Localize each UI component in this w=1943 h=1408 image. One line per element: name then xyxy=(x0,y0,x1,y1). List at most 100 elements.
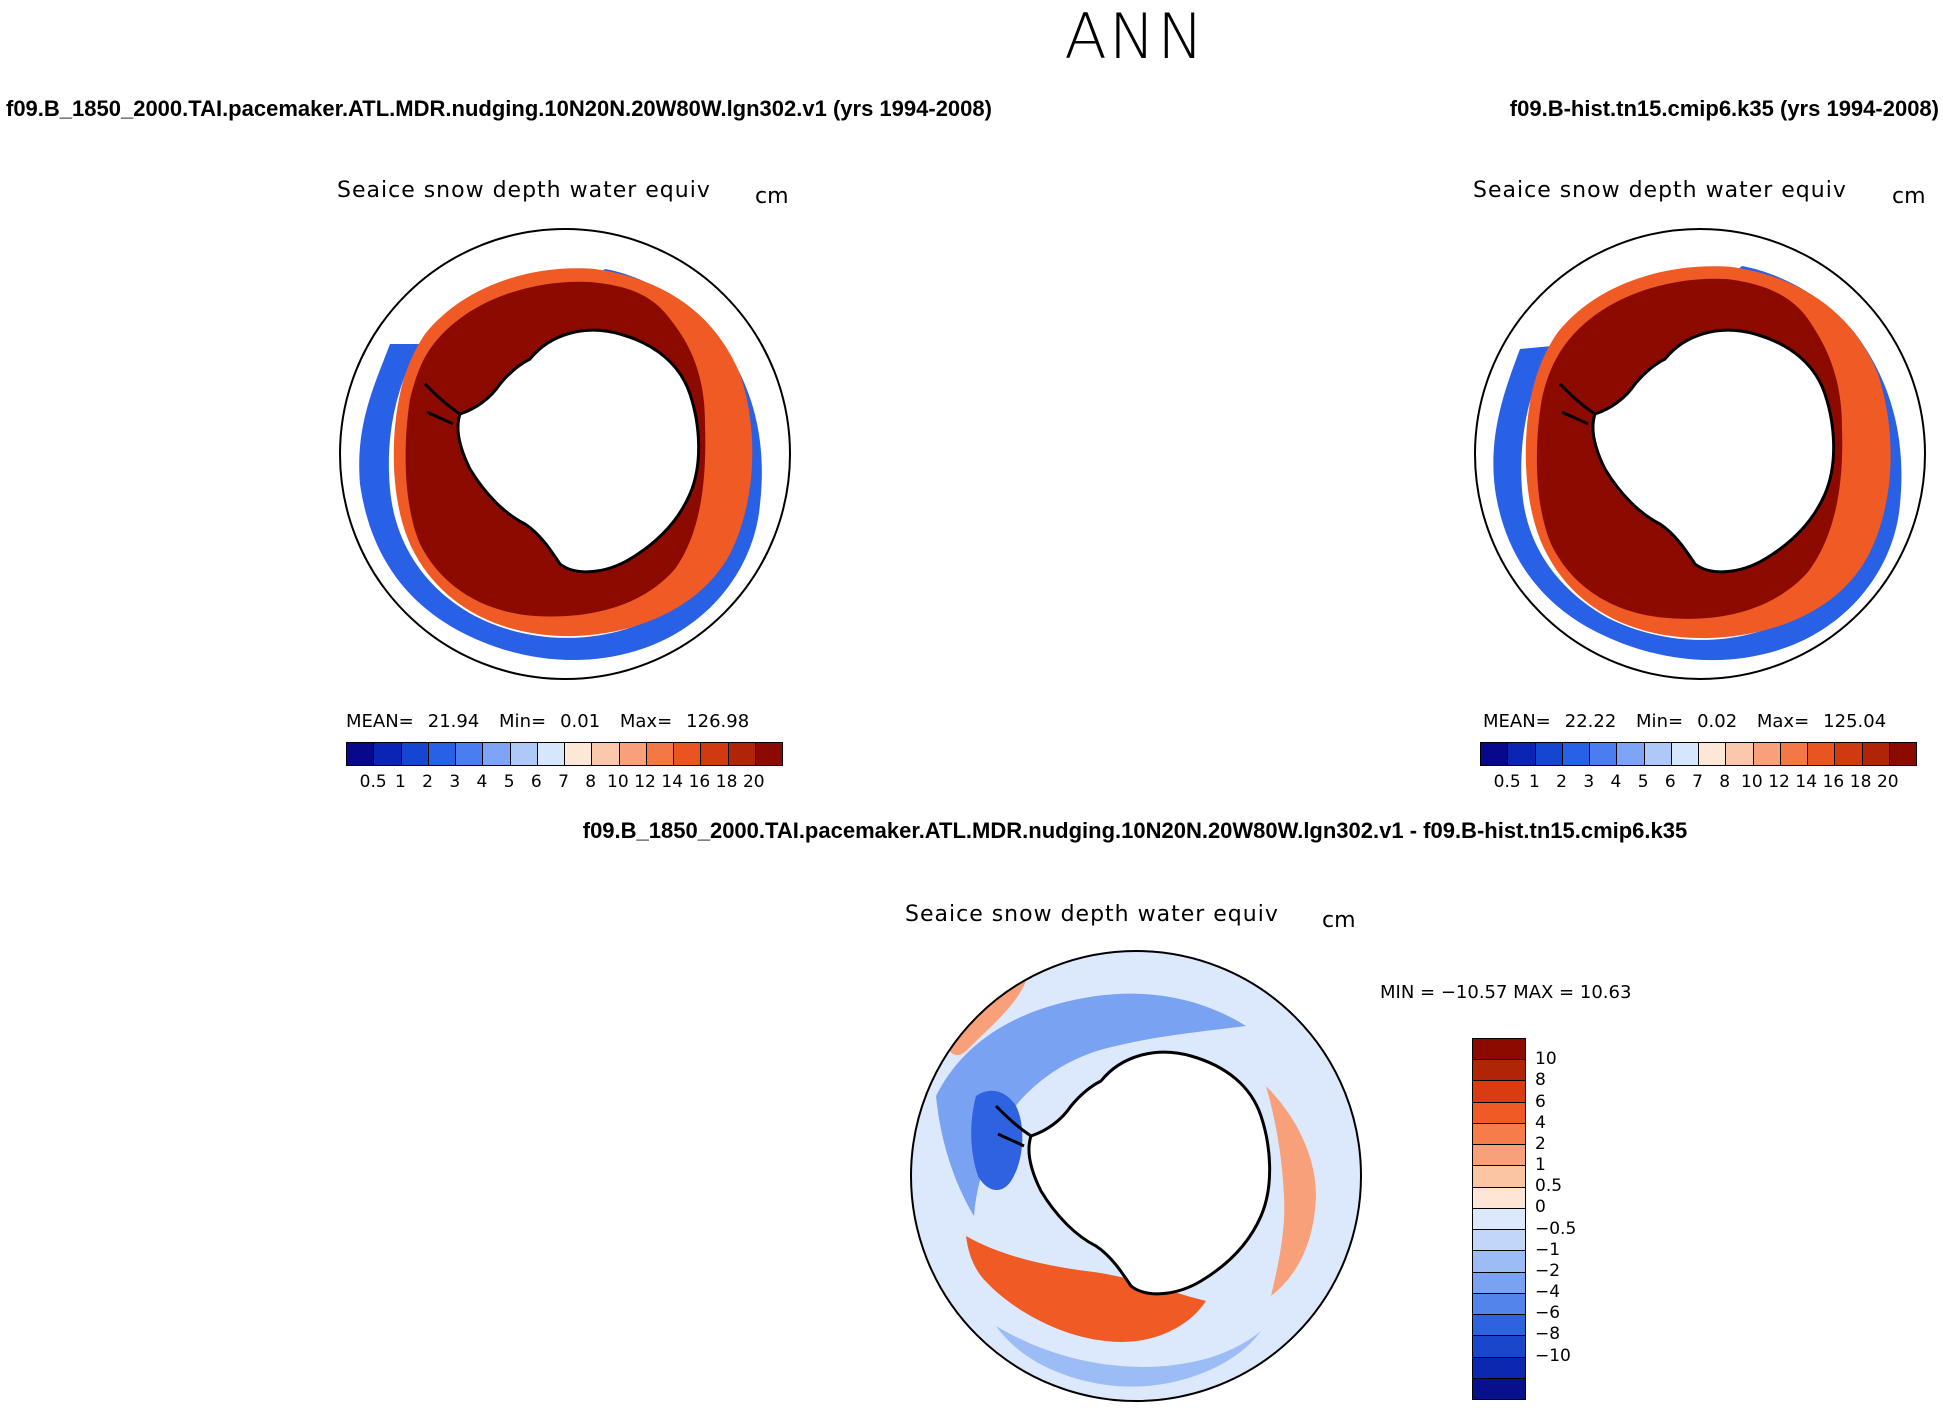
diff-colorbar-swatch-8 xyxy=(1473,1208,1525,1231)
diff-colorbar-tick-label: −4 xyxy=(1535,1282,1561,1303)
diff-minmax: MIN = −10.57 MAX = 10.63 xyxy=(1380,982,1632,1003)
panel1-colorbar-swatch-8 xyxy=(565,743,593,765)
diff-blue-south xyxy=(996,1326,1261,1387)
panel2-colorbar-tick-label: 16 xyxy=(1822,772,1845,792)
diff-colorbar-swatch-11 xyxy=(1473,1272,1525,1294)
panel1-units-label: cm xyxy=(755,184,789,209)
diff-colorbar-swatch-14 xyxy=(1473,1336,1525,1358)
panel1-colorbar-swatch-10 xyxy=(619,743,647,765)
panel2-colorbar-tick-label: 4 xyxy=(1610,772,1622,792)
panel1-colorbar-tick-label: 18 xyxy=(715,772,738,792)
panel2-colorbar-swatch-10 xyxy=(1753,743,1781,765)
diff-map xyxy=(910,950,1362,1402)
panel2-min-value: 0.02 xyxy=(1697,711,1738,732)
panel2-map xyxy=(1474,228,1926,680)
panel1-colorbar-swatch-4 xyxy=(456,743,484,765)
diff-colorbar-swatch-0 xyxy=(1473,1039,1525,1061)
panel2-colorbar-swatch-9 xyxy=(1726,743,1754,765)
panel1-colorbar-swatch-0 xyxy=(347,743,375,765)
panel1-colorbar-swatch-14 xyxy=(728,743,756,765)
diff-colorbar-tick-label: 8 xyxy=(1535,1070,1546,1091)
panel2-colorbar-swatch-8 xyxy=(1699,743,1727,765)
diff-red-pos-south xyxy=(966,1236,1206,1342)
diff-colorbar-swatch-16 xyxy=(1473,1378,1525,1399)
panel1-min-value: 0.01 xyxy=(560,711,601,732)
case-title-left: f09.B_1850_2000.TAI.pacemaker.ATL.MDR.nu… xyxy=(6,96,992,121)
panel1-colorbar-tick-label: 6 xyxy=(530,772,542,792)
panel2-colorbar xyxy=(1480,742,1917,766)
panel1-colorbar-swatch-5 xyxy=(483,743,511,765)
panel2-colorbar-swatch-4 xyxy=(1590,743,1618,765)
diff-blue-strong xyxy=(971,1090,1023,1191)
panel1-peninsula xyxy=(423,382,461,426)
diff-colorbar-tick-label: 0.5 xyxy=(1535,1176,1563,1197)
panel1-colorbar-swatch-3 xyxy=(428,743,456,765)
panel2-colorbar-tick-label: 5 xyxy=(1637,772,1649,792)
panel2-colorbar-swatch-0 xyxy=(1481,743,1509,765)
panel1-colorbar-tick-label: 12 xyxy=(634,772,656,792)
panel2-colorbar-tick-label: 8 xyxy=(1719,772,1731,792)
panel2-colorbar-swatch-3 xyxy=(1562,743,1590,765)
panel2-colorbar-swatch-1 xyxy=(1508,743,1536,765)
panel1-colorbar-tick-label: 14 xyxy=(661,772,684,792)
diff-red-pos-ne xyxy=(1266,1086,1316,1296)
diff-colorbar-tick-label: −10 xyxy=(1535,1345,1571,1366)
panel2-colorbar-tick-label: 12 xyxy=(1768,772,1790,792)
panel2-colorbar-swatch-12 xyxy=(1808,743,1836,765)
diff-colorbar-tick-label: 0 xyxy=(1535,1197,1546,1218)
diff-variable-label: Seaice snow depth water equiv xyxy=(905,902,1279,927)
panel2-max-value: 125.04 xyxy=(1823,711,1887,732)
panel2-colorbar-tick-label: 3 xyxy=(1583,772,1595,792)
panel1-max-value: 126.98 xyxy=(686,711,750,732)
diff-antarctica xyxy=(1027,1050,1272,1296)
diff-blue-region-west xyxy=(936,993,1246,1216)
panel1-mean-value: 21.94 xyxy=(427,711,480,732)
panel1-colorbar-tick-label: 5 xyxy=(503,772,515,792)
panel1-colorbar-swatch-2 xyxy=(401,743,429,765)
panel2-colorbar-swatch-11 xyxy=(1780,743,1808,765)
diff-peninsula xyxy=(994,1104,1032,1148)
panel2-max-label: Max= xyxy=(1756,711,1810,732)
panel2-variable-label: Seaice snow depth water equiv xyxy=(1473,178,1847,203)
diff-colorbar-swatch-1 xyxy=(1473,1060,1525,1082)
panel1-antarctica xyxy=(456,328,701,574)
panel1-colorbar-swatch-13 xyxy=(701,743,729,765)
panel2-colorbar-swatch-14 xyxy=(1862,743,1890,765)
panel1-colorbar-swatch-7 xyxy=(537,743,565,765)
case-title-right: f09.B-hist.tn15.cmip6.k35 (yrs 1994-2008… xyxy=(1509,96,1939,121)
panel2-colorbar-tick-label: 1 xyxy=(1528,772,1540,792)
panel1-colorbar-tick-label: 7 xyxy=(558,772,569,792)
panel1-colorbar-ticks: 0.5 1 2 3 4 5 6 7 8 10 12 14 16 18 20 xyxy=(346,772,781,794)
diff-colorbar-tick-label: −6 xyxy=(1535,1303,1561,1324)
panel2-min-label: Min= xyxy=(1636,711,1684,732)
panel1-max-label: Max= xyxy=(619,711,673,732)
panel1-mean-label: MEAN= xyxy=(346,711,414,732)
diff-colorbar-tick-label: 6 xyxy=(1535,1091,1546,1112)
panel1-colorbar-tick-label: 3 xyxy=(449,772,461,792)
diff-colorbar-swatch-7 xyxy=(1473,1187,1525,1209)
panel2-antarctica xyxy=(1591,328,1836,574)
panel2-mean-value: 22.22 xyxy=(1564,711,1617,732)
panel1-variable-label: Seaice snow depth water equiv xyxy=(337,178,711,203)
panel2-colorbar-swatch-13 xyxy=(1835,743,1863,765)
panel2-colorbar-tick-label: 2 xyxy=(1556,772,1567,792)
panel1-colorbar-tick-label: 20 xyxy=(742,772,765,792)
panel1-colorbar-tick-label: 4 xyxy=(476,772,488,792)
diff-colorbar-swatch-3 xyxy=(1473,1102,1525,1124)
diff-case-title: f09.B_1850_2000.TAI.pacemaker.ATL.MDR.nu… xyxy=(582,818,1688,843)
panel1-map xyxy=(339,228,791,680)
diff-colorbar-tick-label: −1 xyxy=(1535,1239,1561,1260)
panel1-colorbar-swatch-15 xyxy=(755,743,782,765)
panel1-colorbar-tick-label: 1 xyxy=(394,772,406,792)
panel1-colorbar-swatch-6 xyxy=(510,743,538,765)
panel2-colorbar-swatch-15 xyxy=(1889,743,1916,765)
panel1-colorbar-tick-label: 16 xyxy=(688,772,711,792)
panel1-colorbar-swatch-12 xyxy=(674,743,702,765)
panel2-colorbar-swatch-5 xyxy=(1617,743,1645,765)
diff-colorbar-tick-label: −2 xyxy=(1535,1260,1561,1281)
panel2-colorbar-ticks: 0.5 1 2 3 4 5 6 7 8 10 12 14 16 18 20 xyxy=(1480,772,1915,794)
panel1-colorbar-tick-label: 0.5 xyxy=(359,772,387,792)
diff-red-pos-nw xyxy=(946,981,1026,1056)
panel1-colorbar xyxy=(346,742,783,766)
panel1-stats: MEAN= 21.94 Min= 0.01 Max= 126.98 xyxy=(346,711,763,732)
